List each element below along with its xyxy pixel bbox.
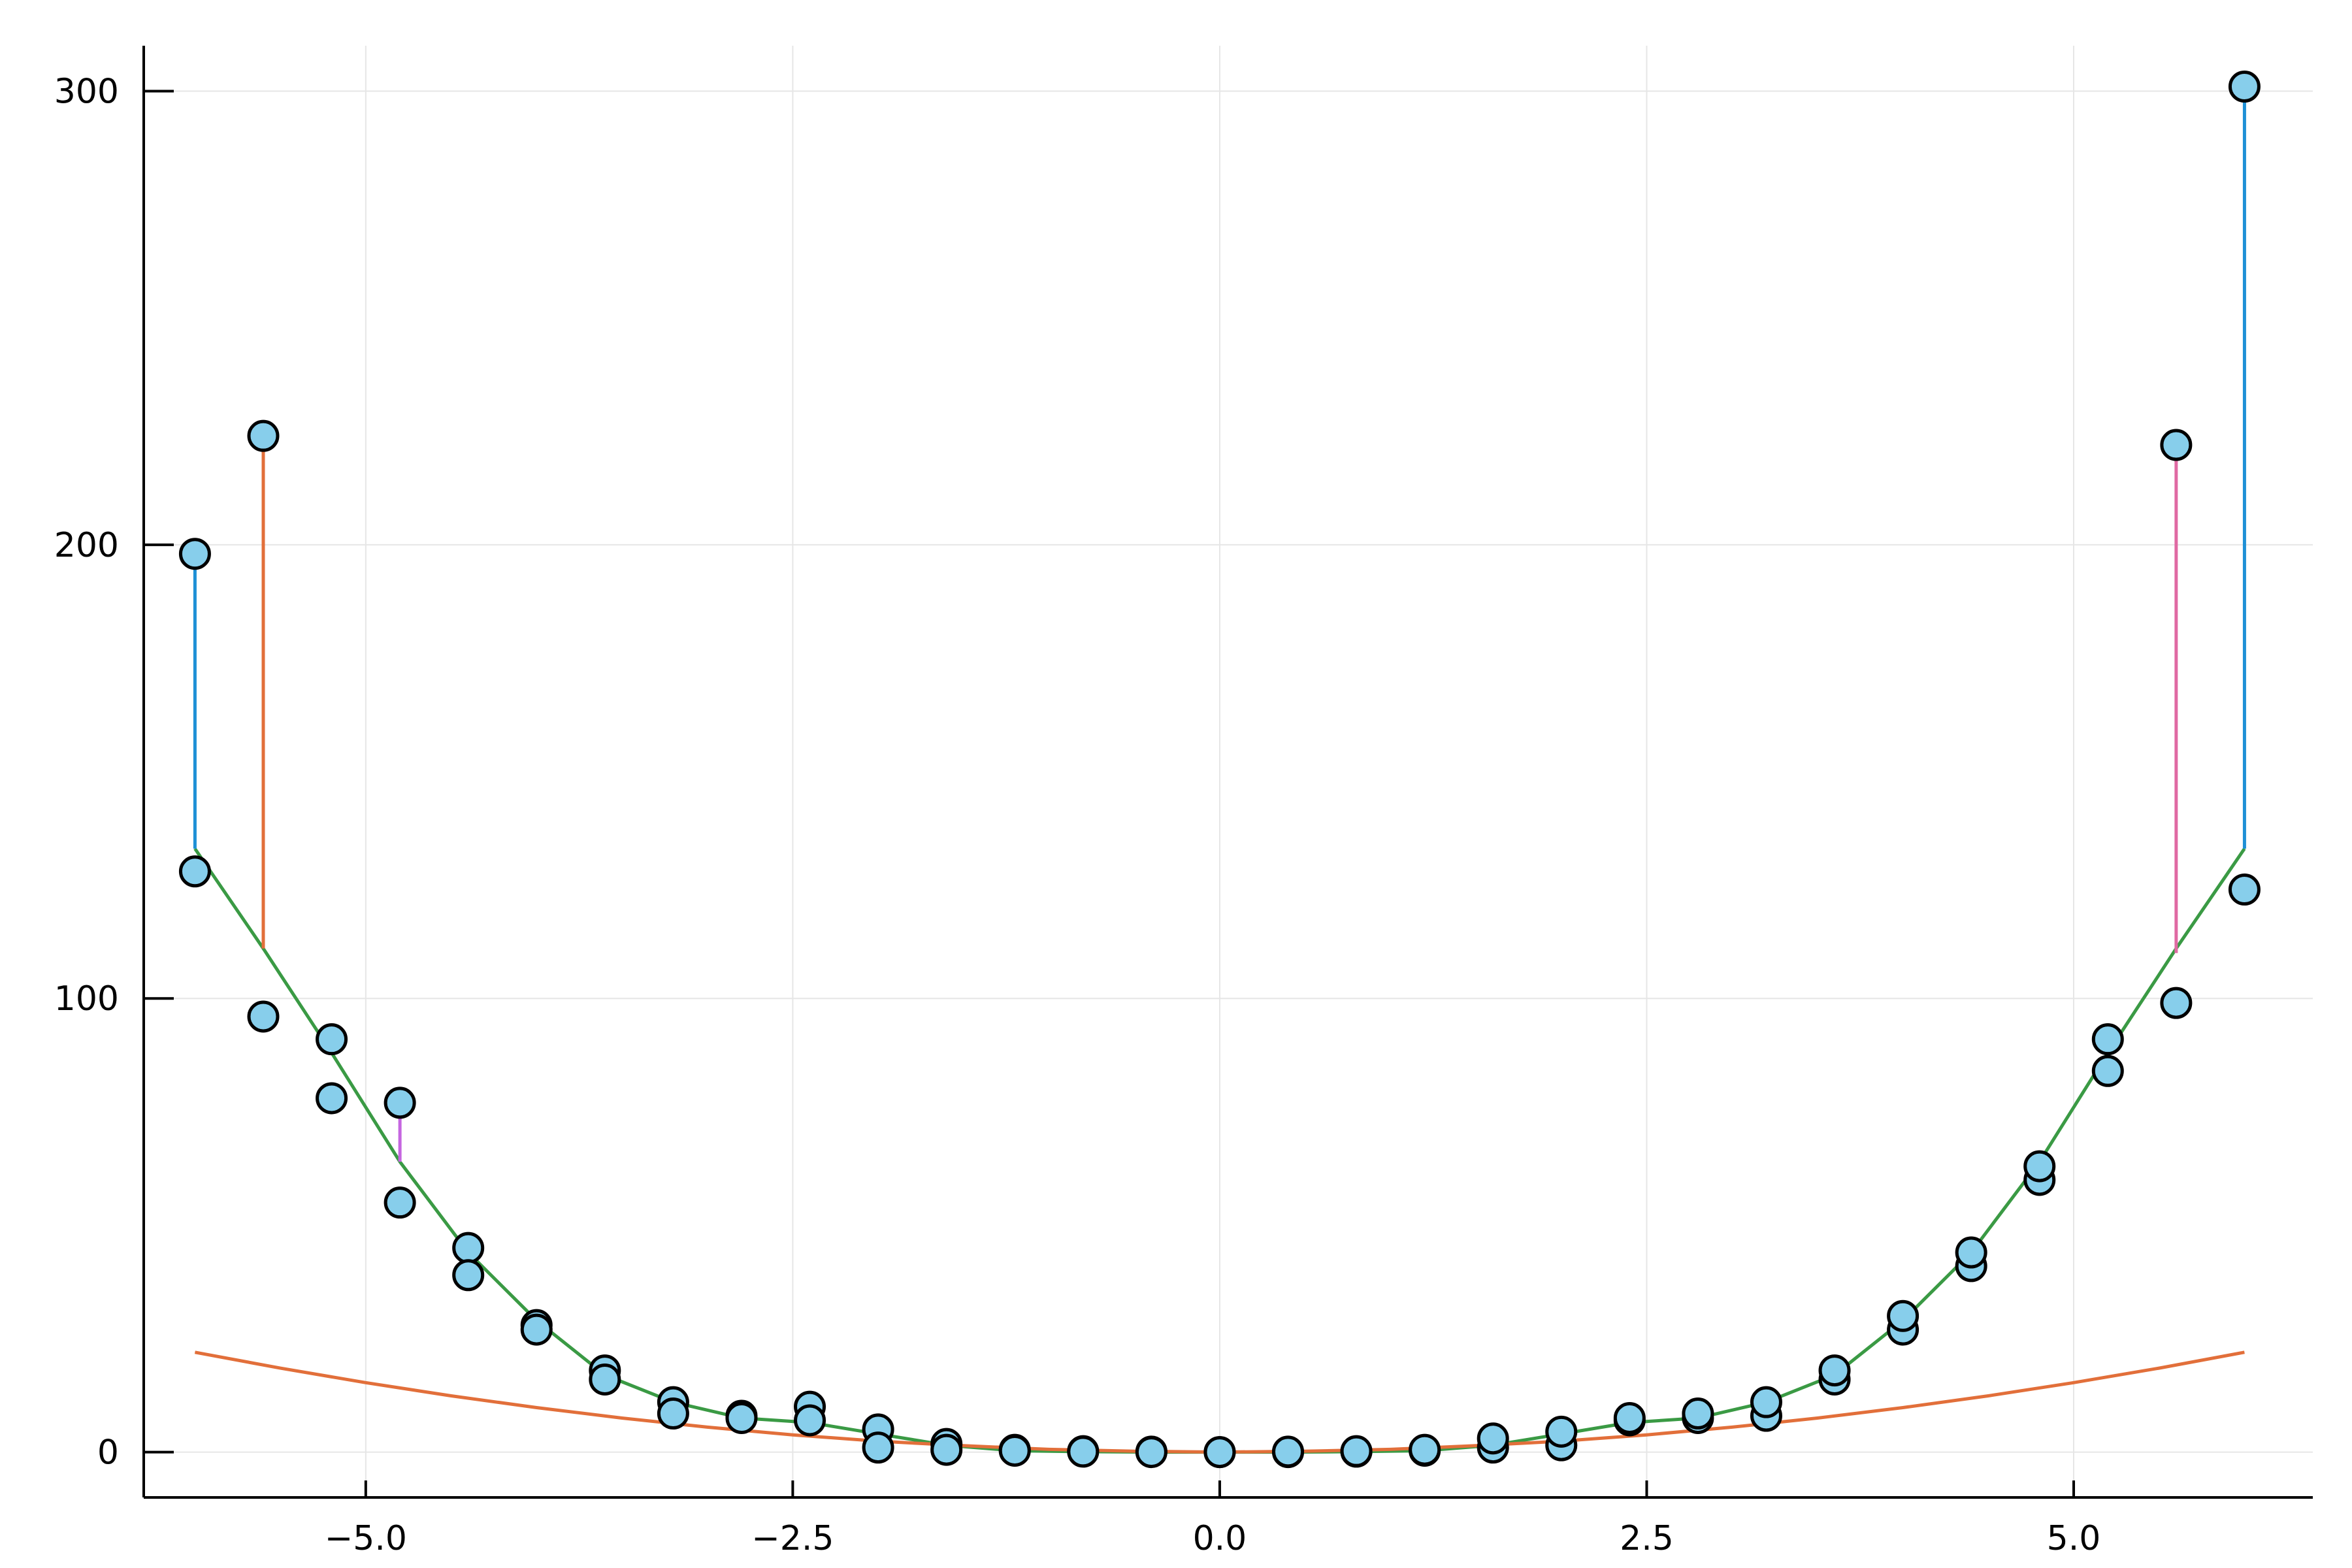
x-tick-label: 0.0 xyxy=(1193,1519,1247,1558)
data-point xyxy=(794,1404,826,1437)
data-point xyxy=(1340,1435,1373,1467)
y-tick-label: 300 xyxy=(54,72,119,111)
data-point xyxy=(1477,1422,1509,1455)
y-tick-label: 0 xyxy=(97,1433,119,1473)
data-point xyxy=(2228,70,2261,103)
data-point xyxy=(1613,1401,1646,1434)
data-point xyxy=(2160,429,2193,461)
data-point xyxy=(2160,987,2193,1019)
data-point xyxy=(384,1186,416,1219)
data-point xyxy=(1203,1436,1236,1469)
data-point xyxy=(1818,1354,1851,1387)
data-point xyxy=(862,1431,894,1464)
data-point xyxy=(930,1433,963,1466)
data-point xyxy=(2023,1150,2056,1183)
data-point xyxy=(589,1363,621,1396)
data-point xyxy=(1545,1415,1578,1448)
x-tick-label: 5.0 xyxy=(2047,1519,2101,1558)
data-point xyxy=(1067,1435,1100,1468)
data-point xyxy=(1135,1436,1168,1469)
data-point xyxy=(2091,1023,2124,1056)
x-tick-label: −2.5 xyxy=(751,1519,834,1558)
data-point xyxy=(452,1259,485,1292)
data-point xyxy=(2228,874,2261,906)
x-tick-label: −5.0 xyxy=(325,1519,407,1558)
data-point xyxy=(1271,1435,1304,1468)
axes-layer xyxy=(142,46,2313,1499)
y-tick-label: 200 xyxy=(54,526,119,565)
data-point xyxy=(384,1086,416,1119)
data-point xyxy=(998,1434,1031,1467)
data-point xyxy=(1750,1386,1782,1418)
data-point xyxy=(1955,1236,1987,1269)
data-point xyxy=(178,538,211,570)
data-point xyxy=(1409,1433,1441,1466)
tick-labels-layer: −5.0 −2.5 0.0 2.5 5.0 0 100 200 300 xyxy=(54,72,2101,1558)
data-point xyxy=(657,1397,689,1430)
y-tick-label: 100 xyxy=(54,979,119,1019)
data-point xyxy=(316,1082,348,1115)
residual-segments-layer xyxy=(193,86,2246,1162)
points-layer xyxy=(178,70,2261,1469)
data-point xyxy=(247,1000,280,1033)
data-point xyxy=(178,855,211,888)
x-tick-label: 2.5 xyxy=(1620,1519,1674,1558)
data-point xyxy=(520,1313,553,1346)
data-point xyxy=(2091,1054,2124,1087)
data-point xyxy=(1682,1397,1714,1430)
data-point xyxy=(452,1232,485,1264)
data-point xyxy=(316,1023,348,1056)
data-point xyxy=(1887,1299,1919,1332)
data-point xyxy=(725,1401,758,1434)
data-point xyxy=(247,419,280,452)
